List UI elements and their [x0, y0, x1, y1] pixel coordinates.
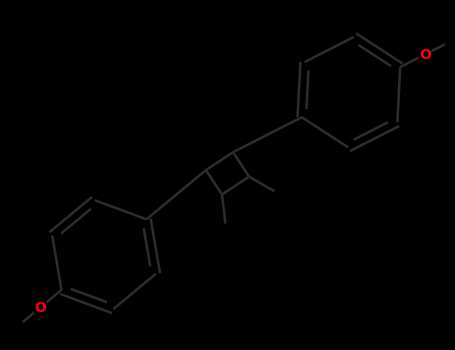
- Text: O: O: [34, 301, 46, 315]
- Text: O: O: [419, 48, 431, 62]
